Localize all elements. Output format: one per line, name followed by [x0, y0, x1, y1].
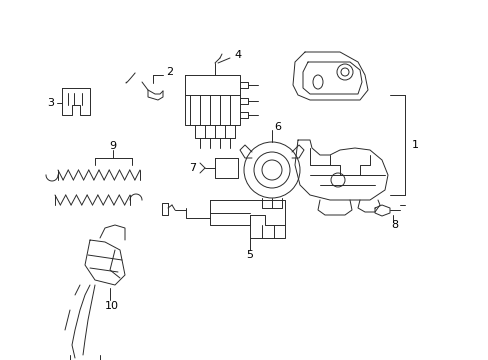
Text: 3: 3 — [47, 98, 54, 108]
Text: 8: 8 — [390, 220, 398, 230]
Text: 10: 10 — [105, 301, 119, 311]
Text: 5: 5 — [246, 250, 253, 260]
Text: 9: 9 — [109, 141, 116, 151]
Text: 1: 1 — [411, 140, 418, 150]
Text: 7: 7 — [189, 163, 196, 173]
Text: 2: 2 — [166, 67, 173, 77]
Text: 6: 6 — [274, 122, 281, 132]
Text: 4: 4 — [234, 50, 241, 60]
